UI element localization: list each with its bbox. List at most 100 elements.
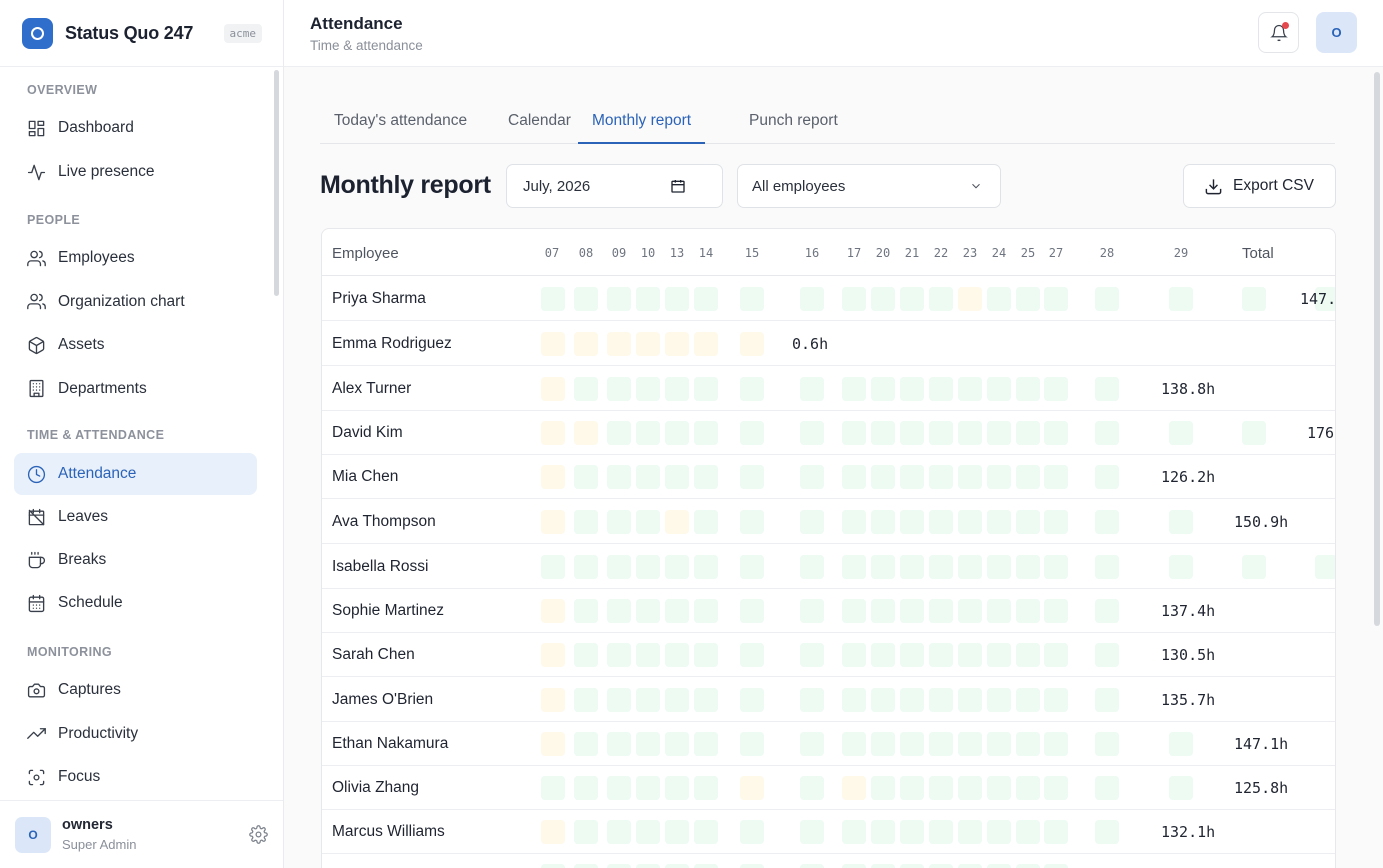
employee-filter-select[interactable]: All employees: [737, 164, 1001, 208]
day-cell-present[interactable]: [1044, 776, 1068, 800]
table-row[interactable]: Emma Rodriguez 0.6h: [322, 321, 1335, 366]
day-cell-late[interactable]: [541, 820, 565, 844]
day-cell-present[interactable]: [574, 732, 598, 756]
day-cell-present[interactable]: [636, 555, 660, 579]
day-cell-present[interactable]: [1242, 287, 1266, 311]
day-cell-present[interactable]: [1315, 555, 1335, 579]
day-cell-present[interactable]: [607, 599, 631, 623]
day-cell-present[interactable]: [574, 510, 598, 534]
day-cell-present[interactable]: [574, 465, 598, 489]
employee-name[interactable]: Emma Rodriguez: [332, 335, 452, 352]
table-row[interactable]: Isabella Rossi: [322, 544, 1335, 589]
day-cell-present[interactable]: [607, 510, 631, 534]
day-cell-late[interactable]: [636, 332, 660, 356]
day-cell-present[interactable]: [1016, 599, 1040, 623]
day-cell-late[interactable]: [694, 332, 718, 356]
employee-name[interactable]: Mia Chen: [332, 468, 399, 485]
day-cell-present[interactable]: [1095, 555, 1119, 579]
day-cell-late[interactable]: [541, 688, 565, 712]
day-cell-late[interactable]: [541, 332, 565, 356]
day-cell-present[interactable]: [929, 820, 953, 844]
day-cell-present[interactable]: [636, 864, 660, 868]
day-cell-present[interactable]: [665, 732, 689, 756]
day-cell-present[interactable]: [871, 377, 895, 401]
day-cell-present[interactable]: [958, 776, 982, 800]
day-cell-present[interactable]: [574, 599, 598, 623]
day-cell-present[interactable]: [1095, 688, 1119, 712]
day-cell-present[interactable]: [636, 820, 660, 844]
day-cell-present[interactable]: [871, 421, 895, 445]
day-cell-present[interactable]: [987, 688, 1011, 712]
day-cell-present[interactable]: [694, 599, 718, 623]
sidebar-item-productivity[interactable]: Productivity: [14, 713, 257, 755]
day-cell-present[interactable]: [1016, 732, 1040, 756]
day-cell-present[interactable]: [987, 643, 1011, 667]
day-cell-present[interactable]: [987, 599, 1011, 623]
table-row[interactable]: Ethan Nakamura 147.1h: [322, 722, 1335, 766]
day-cell-present[interactable]: [871, 465, 895, 489]
notifications-button[interactable]: [1258, 12, 1299, 53]
day-cell-present[interactable]: [800, 864, 824, 868]
day-cell-present[interactable]: [842, 421, 866, 445]
employee-name[interactable]: James O'Brien: [332, 691, 434, 708]
day-cell-present[interactable]: [842, 599, 866, 623]
day-cell-present[interactable]: [694, 287, 718, 311]
day-cell-present[interactable]: [1044, 732, 1068, 756]
day-cell-present[interactable]: [871, 643, 895, 667]
day-cell-present[interactable]: [1044, 465, 1068, 489]
day-cell-present[interactable]: [1044, 377, 1068, 401]
day-cell-present[interactable]: [842, 643, 866, 667]
day-cell-present[interactable]: [541, 555, 565, 579]
tab-punch-report[interactable]: Punch report: [749, 112, 838, 129]
day-cell-present[interactable]: [900, 688, 924, 712]
day-cell-present[interactable]: [541, 287, 565, 311]
day-cell-present[interactable]: [842, 732, 866, 756]
day-cell-present[interactable]: [900, 377, 924, 401]
settings-gear-icon[interactable]: [249, 825, 268, 844]
day-cell-present[interactable]: [694, 776, 718, 800]
table-row[interactable]: [322, 854, 1335, 868]
day-cell-present[interactable]: [574, 864, 598, 868]
day-cell-late[interactable]: [574, 332, 598, 356]
day-cell-present[interactable]: [958, 820, 982, 844]
day-cell-present[interactable]: [665, 287, 689, 311]
day-cell-present[interactable]: [958, 643, 982, 667]
day-cell-present[interactable]: [800, 465, 824, 489]
day-cell-present[interactable]: [900, 421, 924, 445]
day-cell-present[interactable]: [574, 776, 598, 800]
day-cell-present[interactable]: [1169, 510, 1193, 534]
day-cell-late[interactable]: [541, 421, 565, 445]
day-cell-present[interactable]: [574, 555, 598, 579]
table-row[interactable]: James O'Brien 135.7h: [322, 677, 1335, 722]
day-cell-present[interactable]: [1315, 287, 1335, 311]
day-cell-present[interactable]: [987, 820, 1011, 844]
day-cell-present[interactable]: [842, 864, 866, 868]
day-cell-present[interactable]: [800, 732, 824, 756]
day-cell-present[interactable]: [1016, 555, 1040, 579]
day-cell-present[interactable]: [740, 599, 764, 623]
user-profile[interactable]: O owners Super Admin: [0, 800, 283, 868]
day-cell-present[interactable]: [740, 421, 764, 445]
day-cell-present[interactable]: [871, 688, 895, 712]
day-cell-present[interactable]: [1044, 864, 1068, 868]
day-cell-present[interactable]: [958, 377, 982, 401]
employee-name[interactable]: Alex Turner: [332, 380, 412, 397]
day-cell-present[interactable]: [871, 287, 895, 311]
day-cell-present[interactable]: [1169, 287, 1193, 311]
day-cell-present[interactable]: [574, 820, 598, 844]
day-cell-present[interactable]: [694, 421, 718, 445]
day-cell-present[interactable]: [987, 776, 1011, 800]
day-cell-present[interactable]: [929, 287, 953, 311]
day-cell-present[interactable]: [800, 510, 824, 534]
day-cell-present[interactable]: [900, 555, 924, 579]
day-cell-present[interactable]: [1016, 377, 1040, 401]
day-cell-present[interactable]: [1016, 510, 1040, 534]
day-cell-present[interactable]: [1095, 510, 1119, 534]
day-cell-present[interactable]: [1044, 820, 1068, 844]
day-cell-present[interactable]: [607, 732, 631, 756]
day-cell-present[interactable]: [987, 510, 1011, 534]
day-cell-present[interactable]: [694, 643, 718, 667]
sidebar-item-organization-chart[interactable]: Organization chart: [14, 281, 257, 323]
day-cell-present[interactable]: [800, 377, 824, 401]
day-cell-present[interactable]: [987, 377, 1011, 401]
